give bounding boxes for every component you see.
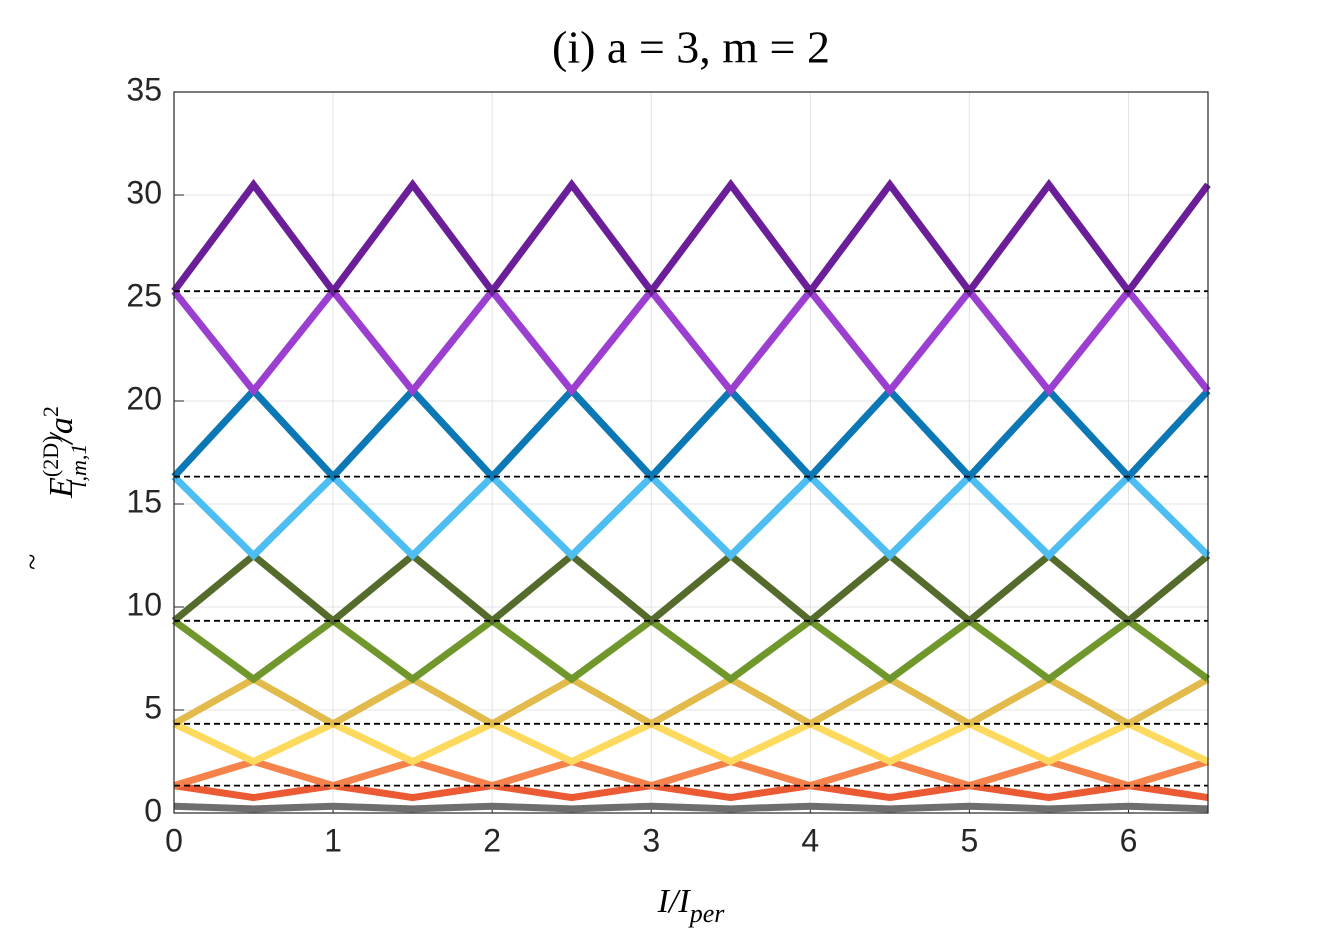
y-label-text: E(2D) l,m,1/a2: [38, 406, 91, 499]
y-tick-label: 10: [126, 586, 162, 622]
y-label-sup: (2D): [38, 436, 63, 478]
y-axis-label: E(2D) l,m,1/a2 ~: [16, 406, 91, 570]
y-tick-label: 0: [144, 792, 162, 828]
plot-area: [174, 92, 1208, 813]
axes-box: [173, 91, 1209, 814]
series-line: [172, 675, 1210, 728]
y-label-tail-sup: 2: [38, 406, 63, 417]
y-tick-label: 15: [126, 483, 162, 519]
y-label-sub: l,m,1: [66, 444, 91, 488]
chart-title: (i) a = 3, m = 2: [552, 22, 830, 73]
x-tick-label: 2: [483, 822, 501, 858]
y-label-tail: /a: [43, 417, 80, 445]
y-tick-label: 5: [144, 689, 162, 725]
series-line: [171, 471, 1211, 561]
x-tick-label: 5: [960, 822, 978, 858]
x-tick-label: 4: [801, 822, 819, 858]
x-tick-label: 0: [165, 822, 183, 858]
y-label-main: E: [43, 477, 80, 499]
x-tick-label: 6: [1120, 822, 1138, 858]
series-line: [171, 550, 1211, 626]
series-line: [171, 178, 1211, 298]
series-line: [171, 385, 1211, 482]
x-axis-label: I/Iper: [657, 883, 726, 928]
series-line: [171, 616, 1211, 684]
x-tick-label: 1: [324, 822, 342, 858]
y-label-tilde: ~: [16, 554, 49, 570]
y-tick-label: 35: [126, 71, 162, 107]
y-tick-label: 30: [126, 174, 162, 210]
x-label-main: I/I: [657, 883, 692, 920]
series-line: [171, 285, 1211, 397]
x-tick-label: 3: [642, 822, 660, 858]
series-line: [173, 802, 1209, 813]
series-line: [173, 782, 1209, 802]
y-tick-label: 20: [126, 380, 162, 416]
series-line: [172, 757, 1210, 790]
x-label-sub: per: [688, 899, 726, 928]
series-line: [172, 719, 1210, 766]
y-tick-label: 25: [126, 277, 162, 313]
